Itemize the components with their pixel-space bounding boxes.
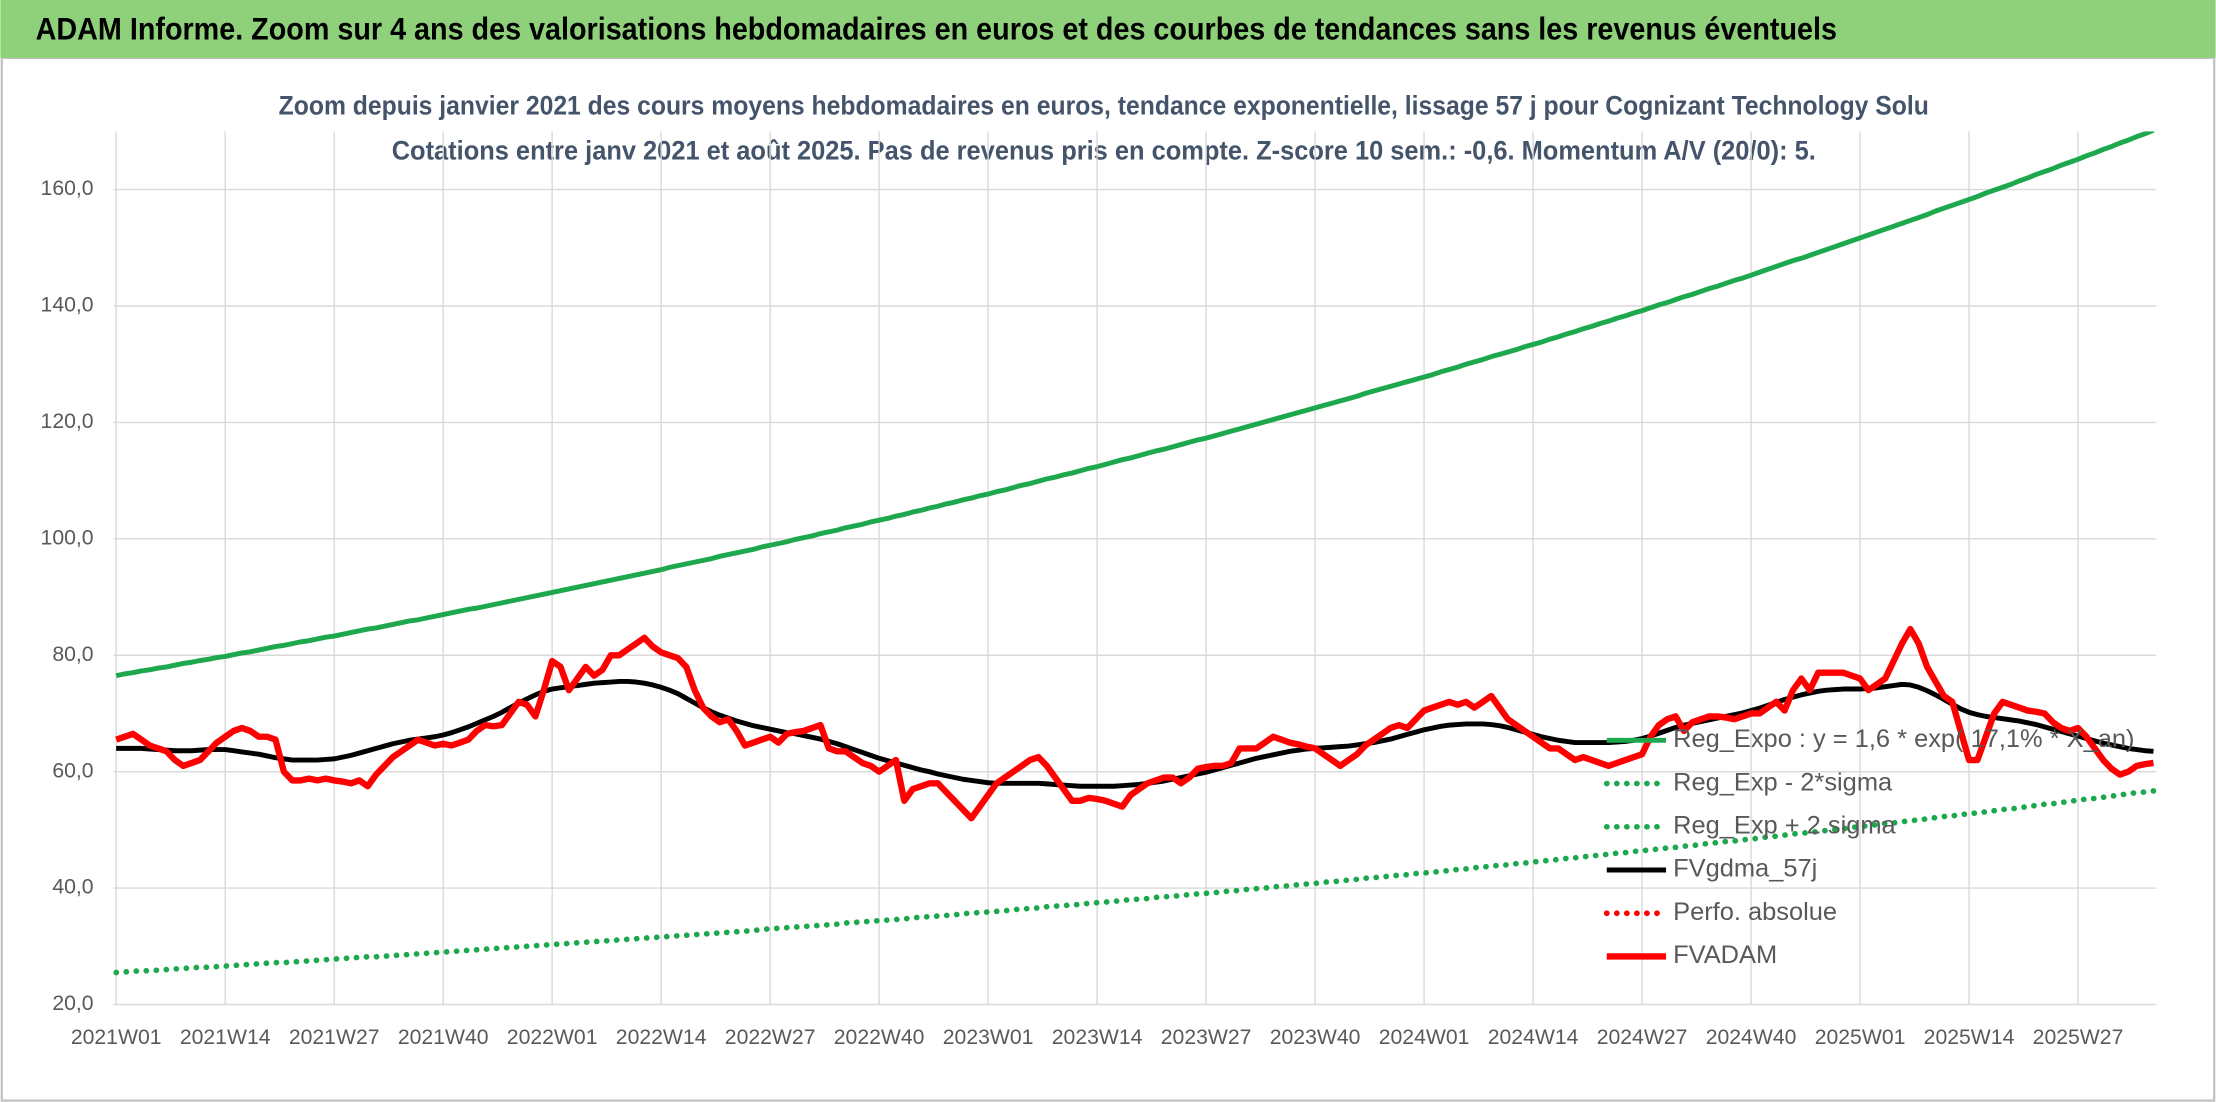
- series-line: [115, 625, 2154, 822]
- x-tick-label: 2022W27: [725, 1026, 816, 1049]
- y-tick-label: 120,0: [41, 410, 94, 433]
- plot-lines: [113, 131, 2157, 976]
- y-tick-label: 20,0: [52, 992, 93, 1015]
- x-tick-label: 2022W14: [616, 1026, 707, 1049]
- legend-label: Reg_Expo : y = 1,6 * exp( 17,1% * X_an): [1673, 725, 2134, 753]
- axes: 20,0 40,0 60,0 80,0 100,0 120,0 140,0 160,0 2021…: [41, 177, 2124, 1049]
- y-tick-label: 160,0: [41, 177, 94, 200]
- legend: Reg_Expo : y = 1,6 * exp( 17,1% * X_an) R…: [1603, 725, 2135, 969]
- x-tick-label: 2023W01: [943, 1026, 1034, 1049]
- series-line: [113, 788, 2157, 976]
- x-tick-label: 2024W40: [1706, 1026, 1797, 1049]
- x-tick-label: 2021W40: [398, 1026, 489, 1049]
- legend-label: Reg_Exp - 2*sigma: [1673, 768, 1893, 796]
- legend-label: FVADAM: [1673, 941, 1777, 969]
- series-line: [115, 131, 2155, 679]
- y-tick-label: 100,0: [41, 526, 94, 549]
- chart-subtitle: Cotations entre janv 2021 et août 2025. …: [392, 136, 1816, 166]
- y-tick-label: 140,0: [41, 294, 94, 317]
- x-tick-label: 2025W14: [1924, 1026, 2015, 1049]
- x-tick-label: 2021W01: [71, 1026, 162, 1049]
- header-bar: [0, 0, 2216, 58]
- y-tick-label: 40,0: [52, 876, 93, 899]
- x-tick-label: 2021W14: [180, 1026, 271, 1049]
- series-line: [116, 678, 2154, 789]
- chart-subtitle: Zoom depuis janvier 2021 des cours moyen…: [279, 90, 1929, 120]
- x-tick-label: 2025W27: [2033, 1026, 2124, 1049]
- x-tick-label: 2022W40: [834, 1026, 925, 1049]
- x-tick-label: 2023W40: [1270, 1026, 1361, 1049]
- x-tick-label: 2023W14: [1052, 1026, 1143, 1049]
- x-tick-label: 2023W27: [1161, 1026, 1252, 1049]
- x-tick-label: 2024W27: [1597, 1026, 1688, 1049]
- legend-label: Reg_Exp + 2 sigma: [1673, 812, 1896, 840]
- x-tick-label: 2022W01: [507, 1026, 598, 1049]
- y-tick-label: 60,0: [52, 759, 93, 782]
- grid: [113, 131, 2157, 1006]
- x-tick-label: 2024W14: [1488, 1026, 1579, 1049]
- x-tick-label: 2024W01: [1379, 1026, 1470, 1049]
- chart-title: ADAM Informe. Zoom sur 4 ans des valoris…: [36, 11, 1837, 46]
- legend-label: FVgdma_57j: [1673, 855, 1817, 883]
- legend-label: Perfo. absolue: [1673, 898, 1837, 926]
- y-tick-label: 80,0: [52, 643, 93, 666]
- x-tick-label: 2021W27: [289, 1026, 380, 1049]
- x-tick-label: 2025W01: [1815, 1026, 1906, 1049]
